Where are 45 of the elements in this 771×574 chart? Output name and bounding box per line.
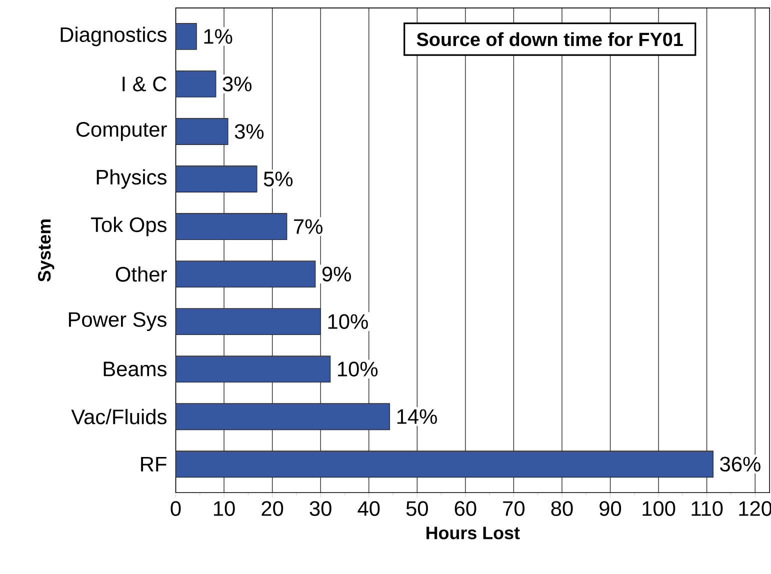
- y-tick-label: Tok Ops: [90, 216, 166, 236]
- annotation: 10%: [328, 314, 368, 330]
- x-tick-label: 60: [454, 501, 476, 516]
- x-tick-label: 30: [310, 501, 332, 516]
- y-tick-label: Vac/Fluids: [71, 409, 166, 424]
- y-tick-label: I & C: [122, 76, 166, 92]
- bar: [176, 356, 331, 383]
- annotation: 1%: [204, 29, 232, 44]
- x-tick-label: 70: [503, 501, 525, 516]
- y-tick-label: RF: [141, 457, 166, 472]
- annotation: 14%: [397, 409, 437, 424]
- bar: [176, 118, 228, 146]
- x-tick-label: 90: [600, 501, 622, 516]
- bar: [176, 260, 316, 288]
- annotation: 36%: [720, 456, 760, 472]
- x-tick-label: 50: [406, 501, 428, 516]
- x-tick-label: 20: [262, 501, 284, 516]
- bar: [176, 308, 321, 336]
- bar: [176, 70, 216, 98]
- annotation: 3%: [222, 76, 252, 92]
- x-tick-label: 110: [692, 501, 723, 516]
- x-tick-label: 80: [551, 501, 573, 516]
- x-tick-label: 40: [358, 501, 380, 516]
- x-axis-title: Hours Lost: [426, 526, 520, 540]
- y-tick-label: Physics: [96, 169, 166, 189]
- annotation: 9%: [322, 266, 351, 282]
- x-tick-label: 100: [642, 501, 676, 516]
- y-tick-label: Computer: [76, 122, 167, 142]
- bar: [176, 23, 197, 50]
- y-tick-label: Power Sys: [68, 312, 166, 332]
- x-tick-label: 10: [214, 501, 235, 516]
- annotation: 5%: [264, 172, 293, 187]
- bar: [176, 213, 288, 240]
- x-tick-label: 0: [170, 501, 181, 516]
- annotation: 7%: [294, 219, 322, 234]
- y-axis-title: System: [38, 220, 54, 282]
- bar: [176, 166, 258, 193]
- text: Source of down time for FY01: [416, 32, 683, 46]
- annotation: 10%: [338, 362, 378, 377]
- annotation: 3%: [234, 124, 264, 140]
- y-tick-label: Other: [116, 266, 167, 282]
- y-tick-label: Diagnostics: [60, 26, 166, 46]
- bar: [176, 403, 390, 430]
- bar: [176, 450, 714, 478]
- y-tick-label: Beams: [104, 362, 166, 377]
